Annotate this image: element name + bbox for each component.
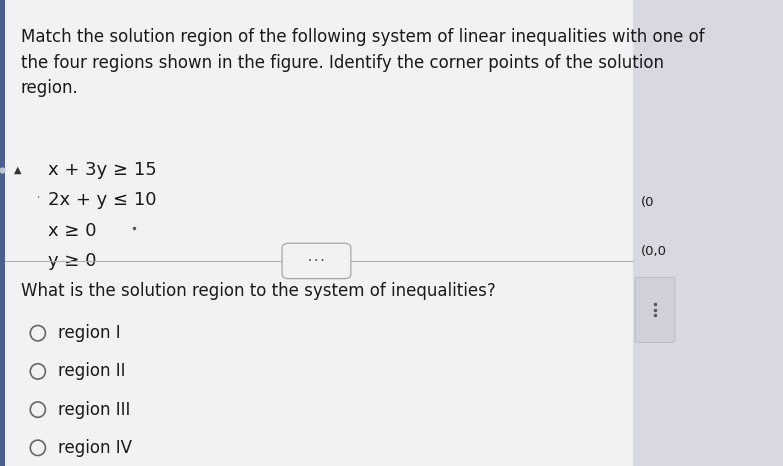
Text: region IV: region IV [59, 439, 132, 457]
Bar [0, 0, 5, 466]
Text: region II: region II [59, 363, 126, 380]
Text: 2x + y ≤ 10: 2x + y ≤ 10 [49, 192, 157, 209]
Text: • • •: • • • [309, 258, 325, 264]
Text: region III: region III [59, 401, 131, 418]
FancyBboxPatch shape [282, 243, 351, 279]
FancyBboxPatch shape [635, 277, 675, 343]
Text: Match the solution region of the following system of linear inequalities with on: Match the solution region of the followi… [20, 28, 704, 97]
Text: x + 3y ≥ 15: x + 3y ≥ 15 [49, 161, 157, 179]
Text: ▲: ▲ [14, 165, 21, 175]
Text: (0: (0 [641, 196, 655, 209]
Text: ’: ’ [36, 195, 39, 206]
Text: (0,0: (0,0 [641, 245, 667, 258]
Text: y ≥ 0: y ≥ 0 [49, 252, 96, 270]
Text: x ≥ 0: x ≥ 0 [49, 222, 96, 240]
Text: region I: region I [59, 324, 121, 342]
Text: What is the solution region to the system of inequalities?: What is the solution region to the syste… [20, 282, 496, 300]
FancyBboxPatch shape [0, 0, 633, 466]
